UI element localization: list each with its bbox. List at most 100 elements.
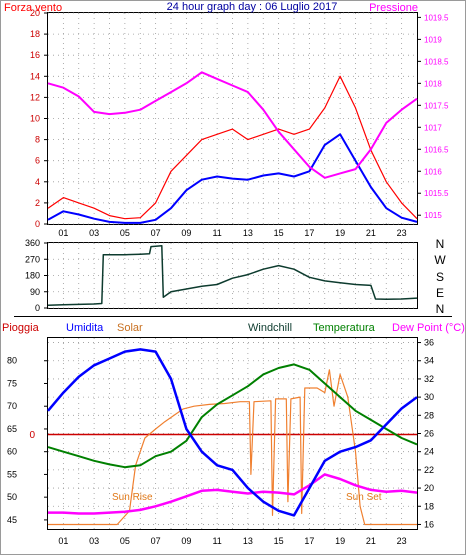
humidity-tick-label: 50 (7, 492, 17, 502)
hour-tick-label: 23 (397, 536, 407, 546)
degree-tick-label: 270 (25, 254, 40, 264)
pressure-axis: 1015 1015.5 1016 1016.5 1017 1017.5 1018 1018.5… (417, 13, 449, 220)
hour-tick-label: 01 (58, 536, 68, 546)
temperature-tick-label: 32 (424, 374, 434, 384)
sunset-label: Sun Set (346, 492, 382, 503)
wind-gust-line (47, 75, 418, 220)
pressure-tick-label: 1019.5 (424, 13, 449, 22)
humidity-tick-label: 45 (7, 515, 17, 525)
hour-tick-label: 15 (274, 228, 284, 238)
temperature-tick-label: 18 (424, 501, 434, 511)
hour-tick-label: 07 (151, 228, 161, 238)
hour-tick-label: 17 (304, 228, 314, 238)
legend-rain: Pioggia (2, 322, 40, 334)
temperature-tick-label: 20 (424, 483, 434, 493)
temperature-tick-label: 24 (424, 447, 434, 457)
hour-tick-label: 17 (304, 536, 314, 546)
hour-tick-label: 19 (335, 536, 345, 546)
hour-tick-label: 05 (120, 228, 130, 238)
hour-tick-label: 11 (212, 536, 221, 546)
hour-axis-top: 01 03 05 07 09 11 13 15 17 19 21 23 (58, 228, 406, 238)
pressure-tick-label: 1018.5 (424, 57, 449, 66)
temperature-series (47, 348, 418, 526)
legend-dewpoint: Dew Point (°C) (392, 322, 465, 334)
degree-tick-label: 360 (25, 238, 40, 248)
compass-tick-label: N (436, 302, 445, 316)
degree-tick-label: 90 (30, 287, 40, 297)
pressure-tick-label: 1016.5 (424, 145, 449, 154)
wind-direction-line (47, 244, 418, 307)
degree-tick-label: 180 (25, 271, 40, 281)
humidity-tick-label: 75 (7, 378, 17, 388)
temperature-humidity-panel: Pioggia Umidita Solar Windchill Temperat… (2, 322, 465, 546)
compass-tick-label: S (436, 270, 444, 284)
wind-tick-label: 20 (30, 8, 40, 18)
temperature-tick-label: 22 (424, 465, 434, 475)
humidity-tick-label: 55 (7, 469, 17, 479)
rain-zero-label: 0 (29, 430, 35, 441)
hour-tick-label: 13 (243, 228, 253, 238)
wind-speed-line (47, 133, 418, 224)
temperature-grid (48, 338, 417, 529)
pressure-tick-label: 1015 (424, 211, 442, 220)
wind-tick-label: 12 (30, 92, 40, 102)
solar-line (48, 369, 417, 526)
wind-tick-label: 16 (30, 50, 40, 60)
legend-temperature: Temperatura (313, 322, 376, 334)
hour-tick-label: 01 (58, 228, 68, 238)
humidity-tick-label: 70 (7, 401, 17, 411)
hour-tick-label: 03 (89, 536, 99, 546)
wind-direction-series (47, 244, 418, 307)
hour-tick-label: 21 (366, 536, 376, 546)
hour-tick-label: 05 (120, 536, 130, 546)
wind-tick-label: 18 (30, 29, 40, 39)
humidity-tick-label: 80 (7, 356, 17, 366)
pressure-tick-label: 1017 (424, 123, 442, 132)
temperature-tick-label: 34 (424, 356, 434, 366)
humidity-axis: 45 50 55 60 65 70 75 80 (7, 356, 48, 525)
humidity-tick-label: 65 (7, 424, 17, 434)
wind-tick-label: 0 (35, 219, 40, 229)
dewpoint-line (48, 473, 418, 515)
pressure-label: Pressione (369, 2, 418, 14)
pressure-line (47, 71, 418, 179)
wind-force-label: Forza vento (4, 2, 62, 14)
wind-speed-axis: 0 2 4 6 8 10 12 14 16 18 20 (30, 8, 48, 229)
temperature-tick-label: 16 (424, 519, 434, 529)
sunrise-label: Sun Rise (112, 492, 153, 503)
wind-tick-label: 6 (35, 156, 40, 166)
hour-tick-label: 23 (397, 228, 407, 238)
legend-solar: Solar (117, 322, 143, 334)
wind-tick-label: 14 (30, 71, 40, 81)
temperature-tick-label: 36 (424, 338, 434, 348)
wind-tick-label: 8 (35, 135, 40, 145)
legend-windchill: Windchill (248, 322, 292, 334)
hour-axis-bottom: 01 03 05 07 09 11 13 15 17 19 21 23 (58, 536, 406, 546)
humidity-tick-label: 60 (7, 447, 17, 457)
temperature-tick-label: 30 (424, 392, 434, 402)
temperature-tick-label: 28 (424, 410, 434, 420)
wind-pressure-series (47, 71, 418, 224)
temperature-tick-label: 26 (424, 429, 434, 439)
wind-tick-label: 10 (30, 114, 40, 124)
hour-tick-label: 09 (181, 228, 191, 238)
hour-tick-label: 07 (151, 536, 161, 546)
compass-tick-label: W (434, 253, 446, 267)
wind-direction-grid (48, 242, 417, 309)
hour-tick-label: 03 (89, 228, 99, 238)
degree-tick-label: 0 (35, 303, 40, 313)
pressure-tick-label: 1017.5 (424, 101, 449, 110)
hour-tick-label: 09 (181, 536, 191, 546)
pressure-tick-label: 1019 (424, 35, 442, 44)
pressure-tick-label: 1018 (424, 79, 442, 88)
hour-tick-label: 13 (243, 536, 253, 546)
compass-tick-label: E (436, 286, 444, 300)
hour-tick-label: 11 (212, 228, 221, 238)
degrees-axis: 0 90 180 270 360 (25, 238, 48, 313)
legend-humidity: Umidita (66, 322, 104, 334)
